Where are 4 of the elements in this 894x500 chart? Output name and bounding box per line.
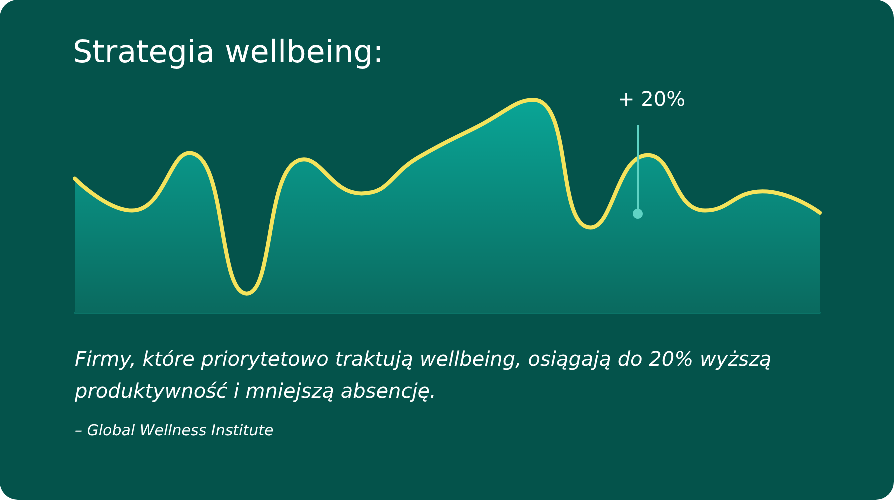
chart-title: Strategia wellbeing: (73, 34, 384, 70)
text: – Global Wellness Institute (75, 422, 274, 440)
annotation: + 20% (618, 87, 686, 111)
text: Firmy, które priorytetowo traktują wellbeing, osiągają do 20% wyższą produktywność i mniejszą absencję. (74, 347, 778, 403)
